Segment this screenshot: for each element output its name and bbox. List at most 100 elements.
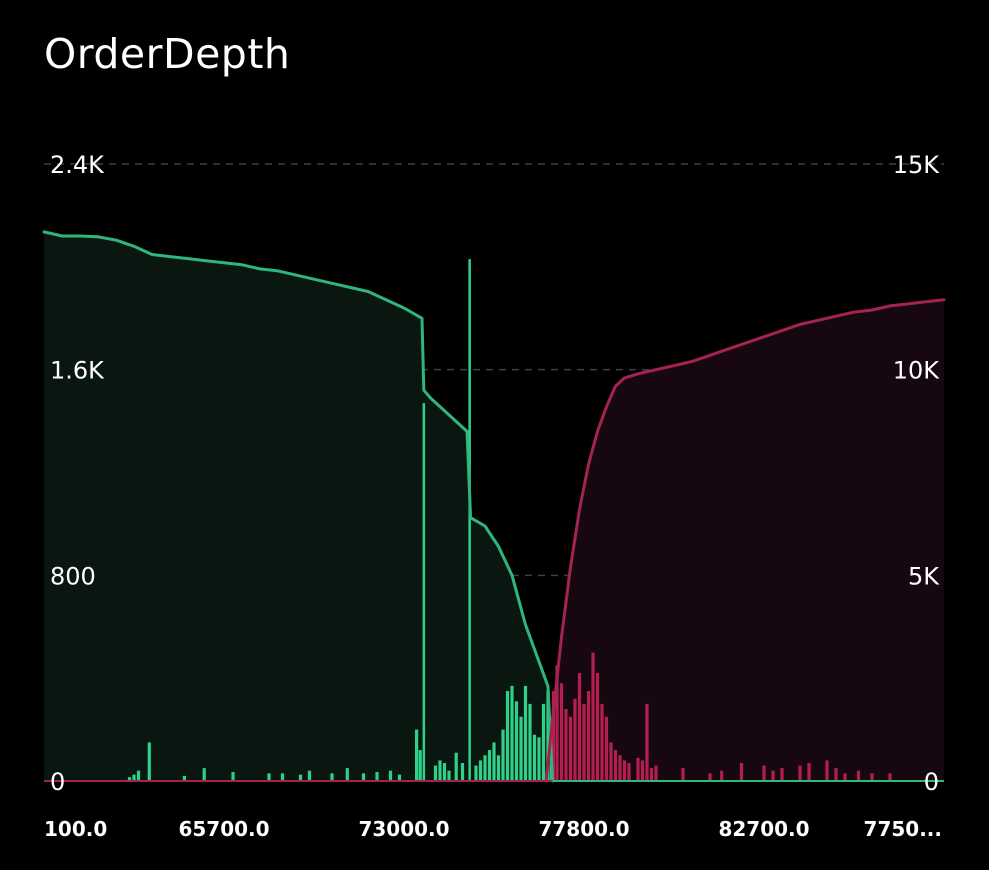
bid-volume-bar [478, 760, 483, 781]
ask-volume-bar [720, 770, 724, 781]
bid-volume-bar [519, 716, 523, 781]
x-axis-tick-label: 77800.0 [538, 817, 629, 841]
ask-volume-bar [559, 683, 564, 781]
ask-volume-bar [600, 703, 604, 781]
bid-volume-bar [330, 773, 334, 781]
ask-volume-bar [807, 763, 811, 781]
bid-volume-bar [442, 763, 447, 781]
bid-volume-bar [438, 760, 442, 781]
ask-volume-bar [609, 742, 613, 781]
bid-volume-bar [136, 770, 141, 781]
bid-depth-line [42, 230, 554, 783]
depth-lines [42, 230, 946, 783]
left-axis-tick-label: 2.4K [50, 151, 105, 179]
bid-volume-bar [468, 259, 471, 782]
ask-volume-bar [843, 773, 847, 781]
ask-volume-bar [856, 770, 861, 781]
volume-bars [127, 259, 892, 782]
ask-volume-bar [834, 768, 838, 781]
x-axis-tick-label: 73000.0 [358, 817, 449, 841]
ask-volume-bar [762, 765, 766, 781]
right-axis-tick-label: 5K [908, 562, 940, 590]
chart-title: OrderDepth [44, 30, 291, 78]
bid-volume-bar [483, 755, 487, 781]
bid-depth-area [44, 231, 553, 781]
bid-volume-bar [345, 768, 349, 781]
ask-volume-bar [645, 703, 649, 781]
bid-volume-bar [514, 701, 519, 781]
right-axis-tick-label: 10K [893, 357, 941, 385]
ask-depth-area [546, 299, 944, 781]
bid-volume-bar [433, 765, 438, 781]
ask-volume-bar [582, 703, 586, 781]
bid-volume-bar [418, 750, 422, 781]
left-axis-tick-label: 0 [50, 768, 65, 796]
x-axis-tick-label: 65700.0 [178, 817, 269, 841]
ask-volume-bar [586, 691, 591, 781]
bid-volume-bar [510, 685, 514, 781]
ask-volume-bar [618, 755, 622, 781]
ask-volume-bar [739, 763, 744, 781]
bid-volume-bar [397, 774, 402, 781]
bid-volume-bar [487, 750, 492, 781]
ask-volume-bar [649, 768, 654, 781]
ask-volume-bar [591, 652, 595, 781]
bid-volume-bar [454, 752, 458, 781]
ask-volume-bar [564, 709, 568, 781]
ask-volume-bar [888, 773, 892, 781]
bid-volume-bar [182, 775, 186, 781]
ask-volume-bar [613, 750, 618, 781]
ask-volume-bar [622, 760, 627, 781]
bid-volume-bar [505, 691, 510, 781]
bid-volume-bar [492, 742, 496, 781]
ask-volume-bar [604, 716, 609, 781]
bid-volume-bar [267, 773, 271, 781]
x-axis-tick-label: 7750... [864, 817, 942, 841]
bid-volume-bar [375, 772, 379, 781]
axis-labels: 0 800 1.6K 2.4K 0 5K 10K 15K 100.0 65700.0 73000.0… [44, 151, 942, 841]
bid-volume-bar [280, 773, 285, 781]
bid-volume-bar [496, 755, 501, 781]
bid-volume-bar [202, 768, 206, 781]
right-axis-tick-label: 15K [893, 151, 941, 179]
bid-volume-bar [307, 770, 312, 781]
ask-volume-bar [568, 716, 573, 781]
ask-volume-bar [636, 757, 640, 781]
ask-volume-bar [551, 691, 555, 781]
bid-volume-bar [528, 703, 532, 781]
ask-volume-bar [870, 773, 874, 781]
ask-volume-bar [798, 765, 802, 781]
bid-volume-bar [388, 770, 393, 781]
bid-volume-bar [546, 691, 550, 781]
ask-volume-bar [573, 698, 577, 781]
bid-volume-bar [361, 773, 366, 781]
ask-volume-bar [771, 770, 775, 781]
left-axis-tick-label: 800 [50, 562, 96, 590]
x-axis-tick-label: 100.0 [44, 817, 107, 841]
bid-volume-bar [532, 734, 537, 781]
bid-volume-bar [415, 729, 419, 781]
bid-volume-bar [231, 772, 235, 781]
bid-volume-bar [147, 742, 151, 781]
bid-volume-bar [501, 729, 505, 781]
ask-volume-bar [595, 673, 600, 781]
depth-areas [44, 231, 944, 781]
bid-volume-bar [541, 703, 546, 781]
bid-volume-bar [460, 763, 465, 781]
bid-volume-bar [523, 685, 528, 781]
ask-volume-bar [780, 768, 784, 781]
bid-volume-bar [127, 777, 132, 781]
ask-depth-line [544, 298, 946, 783]
ask-volume-bar [627, 763, 631, 781]
ask-volume-bar [577, 673, 582, 781]
ask-volume-bar [640, 760, 645, 781]
ask-volume-bar [708, 773, 712, 781]
bid-volume-bar [132, 774, 136, 781]
bid-volume-bar [474, 765, 478, 781]
bid-volume-bar [537, 737, 541, 781]
right-axis-tick-label: 0 [924, 768, 939, 796]
ask-volume-bar [825, 760, 829, 781]
x-axis-tick-label: 82700.0 [718, 817, 809, 841]
ask-volume-bar [681, 768, 685, 781]
